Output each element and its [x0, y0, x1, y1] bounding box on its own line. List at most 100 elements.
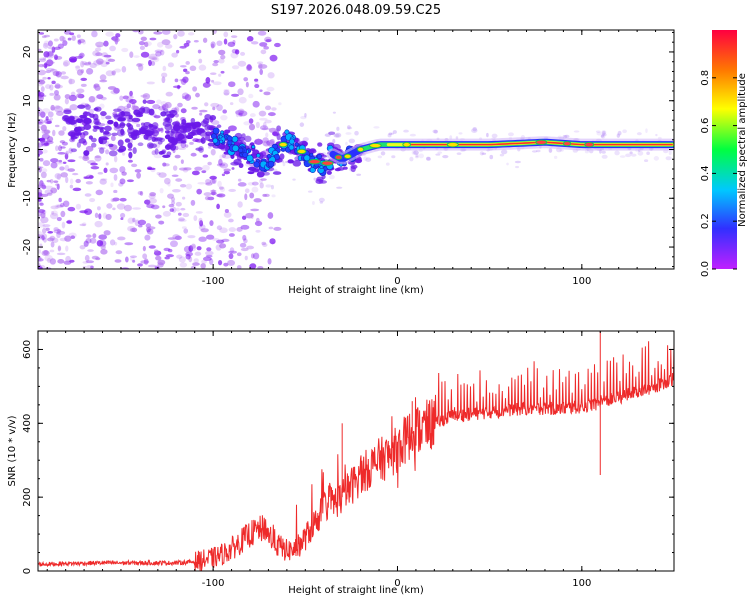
spectrogram-cell [244, 193, 248, 201]
spectrogram-cell [223, 89, 230, 96]
spectrogram-cell [41, 168, 48, 173]
spectrogram-cell [223, 88, 230, 92]
spectrogram-cell [197, 181, 206, 185]
spectrogram-cell [185, 253, 191, 260]
spectrogram-cell [328, 131, 336, 135]
spectrogram-y-tick-label: -20 [22, 239, 33, 255]
spectrogram-cell [267, 154, 272, 159]
spectrogram-cell [161, 72, 168, 78]
spectrogram-cell [38, 184, 44, 189]
spectrogram-cell [56, 252, 66, 256]
spectrogram-cell [215, 244, 222, 251]
spectrogram-y-tick-label: 0 [22, 146, 33, 152]
spectrogram-cell [336, 126, 340, 131]
spectrogram-cell [50, 158, 59, 163]
spectrogram-cell [391, 155, 396, 159]
spectrogram-cell [41, 228, 47, 234]
spectrogram-cell [229, 102, 234, 106]
spectrogram-cell [94, 212, 99, 219]
spectrogram-cell [62, 200, 70, 208]
spectrogram-cell [113, 108, 122, 113]
spectrogram-cell [173, 34, 178, 40]
spectrogram-cell [109, 45, 116, 52]
spectrogram-cell [47, 40, 53, 47]
spectrogram-cell [158, 172, 167, 178]
spectrogram-cell [212, 127, 220, 135]
spectrogram-cell [129, 138, 133, 144]
spectrogram-cell [267, 258, 272, 265]
spectrogram-cell [171, 52, 178, 58]
spectrogram-cell [180, 159, 184, 164]
spectrogram-cell [238, 108, 245, 114]
spectrogram-cell [82, 261, 89, 264]
spectrogram-cell [41, 108, 51, 114]
spectrogram-cell [268, 112, 276, 117]
spectrogram-cell [354, 130, 359, 136]
spectrogram-cell [317, 142, 323, 147]
spectrogram-cell [161, 30, 171, 35]
spectrogram-cell [409, 133, 416, 137]
spectrogram-cell [148, 123, 154, 128]
spectrogram-cell [107, 86, 117, 90]
spectrogram-cell [665, 156, 672, 161]
spectrogram-cell [64, 98, 69, 105]
spectrogram-cell [261, 127, 271, 131]
spectrogram-cell [268, 226, 274, 230]
spectrogram-cell [644, 159, 649, 163]
spectrogram-cell [246, 245, 255, 250]
spectrogram-cell [262, 121, 267, 129]
spectrogram-cell [154, 49, 163, 53]
spectrogram-cell [387, 133, 392, 138]
spectrogram-cell [113, 121, 119, 128]
spectrogram-cell [300, 115, 307, 120]
spectrogram-cell [105, 149, 110, 155]
spectrogram-cell [248, 118, 254, 124]
spectrogram-cell [216, 239, 225, 244]
spectrogram-cell [58, 130, 65, 136]
spectrogram-cell [155, 255, 162, 261]
spectrogram-cell [535, 149, 541, 153]
spectrogram-cell [54, 173, 62, 180]
spectrogram-cell [334, 168, 341, 172]
spectrogram-cell [198, 217, 203, 224]
spectrogram-cell [204, 113, 212, 120]
spectrogram-cell [97, 172, 104, 175]
spectrogram-cell [64, 152, 68, 156]
snr-y-tick-label: 200 [22, 488, 33, 507]
spectrogram-cell [62, 161, 67, 165]
spectrogram-cell [121, 171, 127, 176]
spectrogram-cell [87, 61, 92, 65]
spectrogram-cell [183, 245, 191, 253]
spectrogram-cell [96, 239, 104, 247]
spectrogram-cell [345, 132, 352, 135]
spectrogram-cell [106, 203, 113, 209]
spectrogram-cell [207, 142, 215, 147]
spectrogram-x-tick-label: 100 [572, 276, 591, 287]
spectrogram-cell [207, 145, 212, 149]
spectrogram-cell [60, 146, 66, 149]
spectrogram-cell [196, 246, 202, 251]
spectrogram-cell [108, 150, 118, 157]
spectrogram-cell [242, 234, 247, 241]
spectrogram-cell [320, 154, 327, 158]
spectrogram-cell [123, 204, 132, 212]
spectrogram-cell [203, 192, 212, 197]
spectrogram-peak [402, 141, 412, 148]
spectrogram-cell [100, 178, 108, 181]
spectrogram-cell [41, 234, 45, 241]
spectrogram-cell [318, 197, 325, 203]
spectrogram-cell [85, 104, 91, 110]
spectrogram-cell [144, 41, 149, 48]
spectrogram-cell [49, 92, 55, 96]
spectrogram-cell [157, 259, 166, 266]
spectrogram-cell [230, 161, 239, 166]
spectrogram-peak [356, 146, 365, 153]
spectrogram-cell [75, 203, 82, 210]
spectrogram-cell [202, 37, 208, 43]
spectrogram-cell [515, 165, 520, 169]
snr-x-tick-label: 100 [572, 578, 591, 589]
spectrogram-cell [145, 133, 153, 141]
spectrogram-cell [85, 237, 92, 244]
spectrogram-cell [161, 76, 166, 84]
spectrogram-cell [170, 130, 175, 138]
